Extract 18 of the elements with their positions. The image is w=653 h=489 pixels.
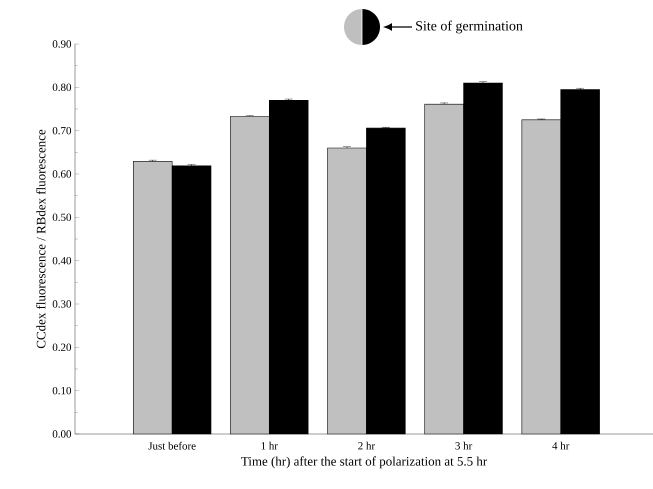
y-tick-label: 0.20 — [52, 344, 72, 352]
x-tick-label: 2 hr — [358, 442, 376, 450]
y-tick-label: 0.60 — [52, 170, 72, 178]
y-tick-label: 0.30 — [52, 300, 72, 308]
x-tick-label: 3 hr — [455, 442, 472, 450]
y-tick-label: 0.40 — [52, 256, 72, 264]
y-tick-label: 0.90 — [52, 40, 72, 48]
y-tick-label: 0.80 — [52, 84, 72, 92]
y-tick-label: 0.00 — [52, 430, 72, 438]
y-tick-label: 0.70 — [52, 126, 72, 134]
text: Site of germination — [416, 20, 523, 34]
x-axis-title: Time (hr) after the start of polarization at 5.5 hr — [241, 456, 488, 468]
y-tick-label: 0.10 — [52, 386, 72, 394]
x-tick-label: 4 hr — [552, 442, 570, 450]
x-tick-label: 1 hr — [262, 442, 278, 450]
y-tick-label: 0.50 — [52, 214, 72, 222]
x-tick-label: Just before — [148, 442, 196, 450]
y-axis-title: CCdex fluorescence / RBdex fluorescence — [36, 130, 46, 348]
